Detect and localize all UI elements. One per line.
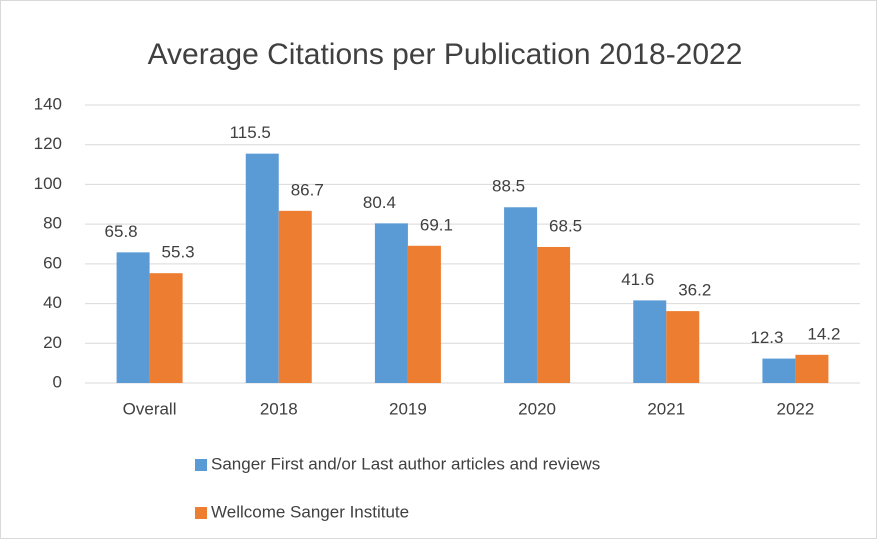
bar	[795, 354, 829, 383]
bar	[504, 207, 538, 383]
x-tick-label: 2018	[260, 399, 298, 418]
legend-label: Wellcome Sanger Institute	[211, 502, 409, 521]
bar	[278, 210, 312, 383]
x-tick-label: 2022	[777, 399, 815, 418]
data-label: 80.4	[363, 193, 396, 212]
data-label: 115.5	[230, 123, 271, 142]
legend-label: Sanger First and/or Last author articles…	[211, 454, 600, 473]
data-label: 41.6	[621, 270, 654, 289]
bar	[633, 300, 667, 383]
bar	[666, 311, 700, 383]
bar	[116, 252, 150, 383]
y-tick-label: 140	[34, 94, 62, 113]
x-tick-label: 2021	[647, 399, 685, 418]
legend-swatch	[195, 507, 207, 519]
x-tick-label: 2020	[518, 399, 556, 418]
bar	[149, 273, 183, 383]
y-tick-label: 100	[34, 174, 62, 193]
bar	[537, 246, 571, 383]
y-tick-label: 120	[34, 134, 62, 153]
data-label: 86.7	[291, 180, 324, 199]
x-tick-label: Overall	[123, 399, 177, 418]
data-label: 68.5	[549, 216, 582, 235]
data-label: 88.5	[492, 177, 525, 196]
y-tick-label: 0	[53, 372, 62, 391]
bar	[407, 245, 441, 383]
chart-title: Average Citations per Publication 2018-2…	[148, 38, 743, 71]
y-tick-label: 40	[43, 293, 62, 312]
y-tick-label: 80	[43, 214, 62, 233]
bar	[245, 153, 279, 383]
data-label: 36.2	[678, 281, 711, 300]
data-label: 69.1	[420, 215, 453, 234]
data-label: 55.3	[162, 243, 195, 262]
data-label: 14.2	[807, 324, 840, 343]
y-tick-label: 60	[43, 253, 62, 272]
x-tick-label: 2019	[389, 399, 427, 418]
bar	[374, 223, 408, 383]
data-label: 12.3	[750, 328, 783, 347]
data-label: 65.8	[105, 222, 138, 241]
y-tick-label: 20	[43, 333, 62, 352]
bar	[762, 358, 796, 383]
legend-swatch	[195, 459, 207, 471]
